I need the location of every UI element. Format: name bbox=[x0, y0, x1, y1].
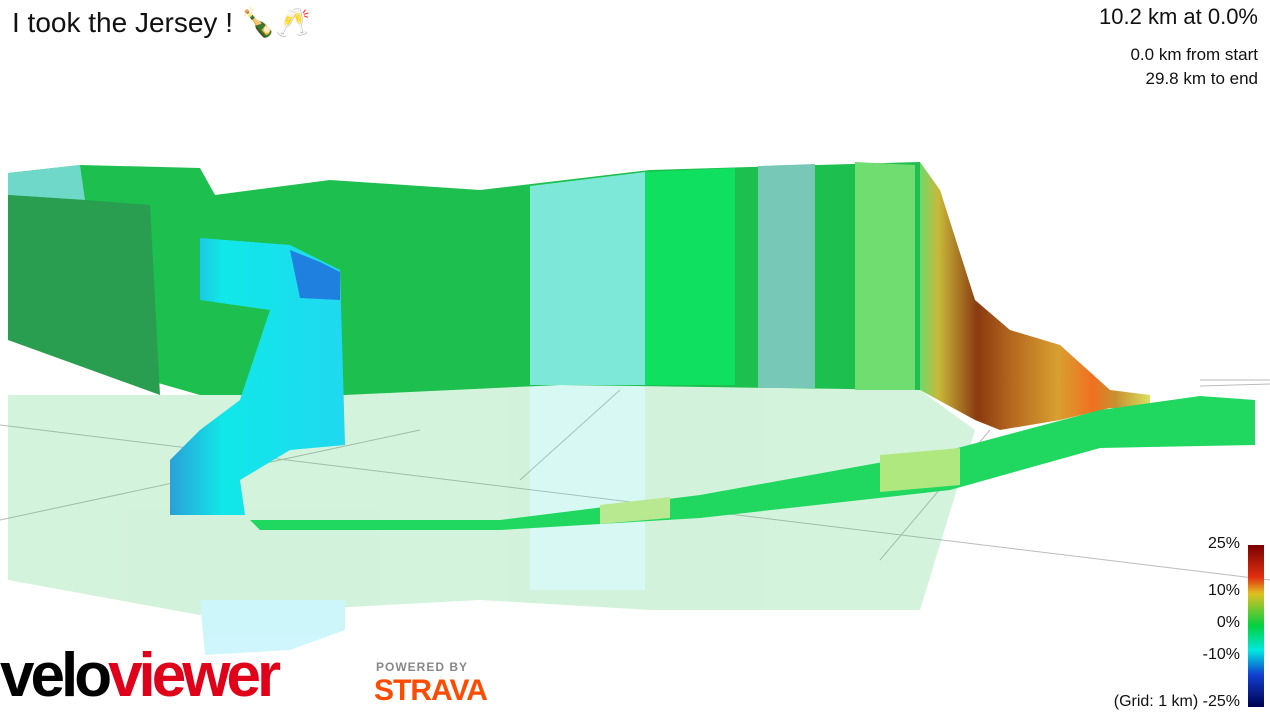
legend-label: 10% bbox=[1207, 582, 1240, 599]
color-scale bbox=[1248, 545, 1264, 707]
route-wall bbox=[8, 162, 1255, 530]
title: I took the Jersey ! 🍾🥂 bbox=[12, 7, 311, 38]
strava-logo[interactable]: STRAVA bbox=[374, 674, 488, 707]
segment-info: 10.2 km at 0.0% bbox=[1099, 4, 1258, 29]
to-end: 29.8 km to end bbox=[1145, 69, 1258, 88]
legend-label: 25% bbox=[1207, 535, 1240, 552]
legend-label: 0% bbox=[1216, 614, 1240, 631]
powered-by: POWERED BY bbox=[376, 660, 469, 674]
legend-label: (Grid: 1 km) -25% bbox=[1113, 693, 1240, 710]
from-start: 0.0 km from start bbox=[1130, 45, 1258, 64]
veloviewer-logo[interactable]: veloviewer bbox=[0, 640, 281, 711]
logo-velo: velo bbox=[0, 641, 112, 710]
legend-label: -10% bbox=[1202, 646, 1240, 663]
logo-viewer: viewer bbox=[108, 641, 281, 710]
